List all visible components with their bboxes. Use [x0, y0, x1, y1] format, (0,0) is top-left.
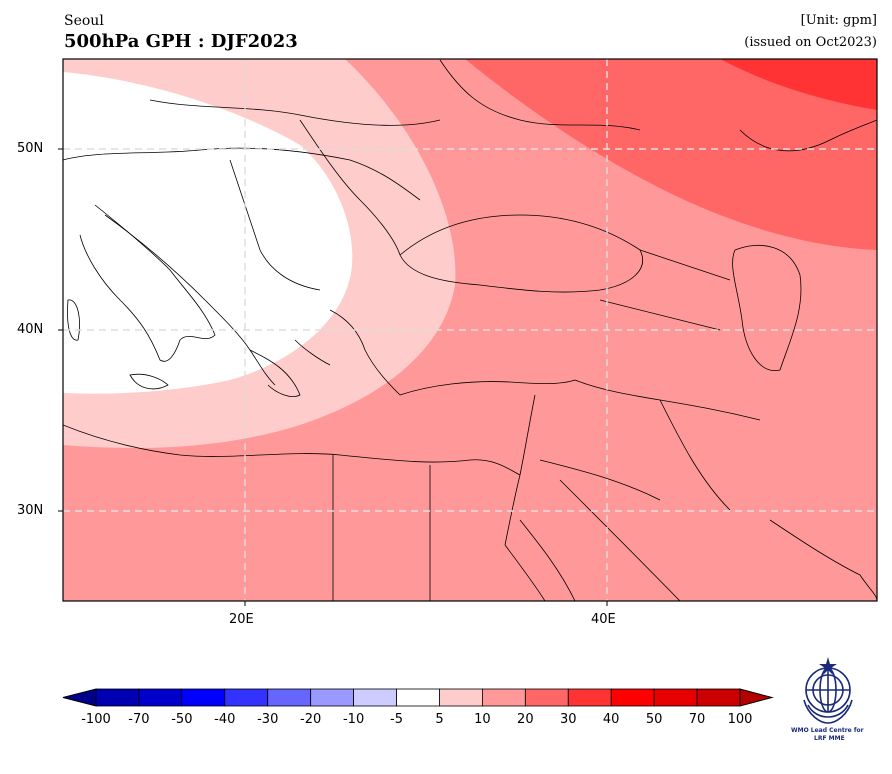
colorbar-under-arrow — [62, 688, 97, 707]
header-org: Seoul — [64, 13, 104, 29]
colorbar-label: -10 — [342, 712, 365, 727]
colorbar-cell — [181, 688, 226, 707]
colorbar-label: -40 — [214, 712, 236, 727]
lat-tick-50n: 50N — [17, 141, 44, 156]
colorbar-cell — [610, 688, 655, 707]
wmo-logo-icon — [803, 657, 853, 724]
colorbar-cell — [439, 688, 483, 707]
unit-label: [Unit: gpm] — [800, 13, 877, 28]
colorbar-label: 30 — [559, 712, 577, 727]
colorbar-cell — [696, 688, 741, 707]
colorbar-cell — [353, 688, 397, 707]
colorbar-label: -20 — [300, 712, 322, 727]
colorbar-cell — [267, 688, 312, 707]
coastlines — [63, 59, 877, 601]
colorbar-label: 50 — [645, 712, 663, 727]
colorbar-label: 40 — [602, 712, 620, 727]
colorbar-label: 5 — [435, 712, 444, 727]
colorbar-cell — [95, 688, 140, 707]
colorbar-label: -30 — [257, 712, 279, 727]
lon-tick-20e: 20E — [229, 612, 254, 627]
colorbar-label: 100 — [727, 712, 753, 727]
band-20-30 — [465, 59, 877, 250]
logo-text-line1: WMO Lead Centre for — [791, 727, 864, 734]
issued-label: (issued on Oct2023) — [744, 35, 877, 50]
colorbar-cell — [224, 688, 269, 707]
colorbar-cell — [481, 688, 526, 707]
colorbar-cell — [138, 688, 183, 707]
colorbar-label: -50 — [171, 712, 193, 727]
map-title: 500hPa GPH : DJF2023 — [64, 31, 298, 52]
colorbar-cell — [524, 688, 569, 707]
colorbar-cell — [396, 688, 440, 707]
band-30-40 — [720, 59, 877, 110]
colorbar-label: 20 — [517, 712, 534, 727]
logo-text-line2: LRF MME — [814, 735, 845, 742]
band-neutral — [63, 72, 353, 394]
colorbar-label: -70 — [128, 712, 150, 727]
colorbar-label: 70 — [688, 712, 706, 727]
colorbar-label: -100 — [81, 712, 111, 727]
lat-tick-40n: 40N — [17, 322, 44, 337]
lon-tick-40e: 40E — [591, 612, 616, 627]
colorbar-over-arrow — [739, 688, 774, 707]
colorbar-cell — [653, 688, 698, 707]
colorbar-label: 10 — [474, 712, 491, 727]
colorbar-cell — [310, 688, 354, 707]
tick-marks — [58, 148, 608, 606]
lat-tick-30n: 30N — [17, 503, 44, 518]
gridlines — [63, 59, 877, 601]
colorbar-cell — [567, 688, 612, 707]
colorbar-label: -5 — [390, 712, 404, 727]
